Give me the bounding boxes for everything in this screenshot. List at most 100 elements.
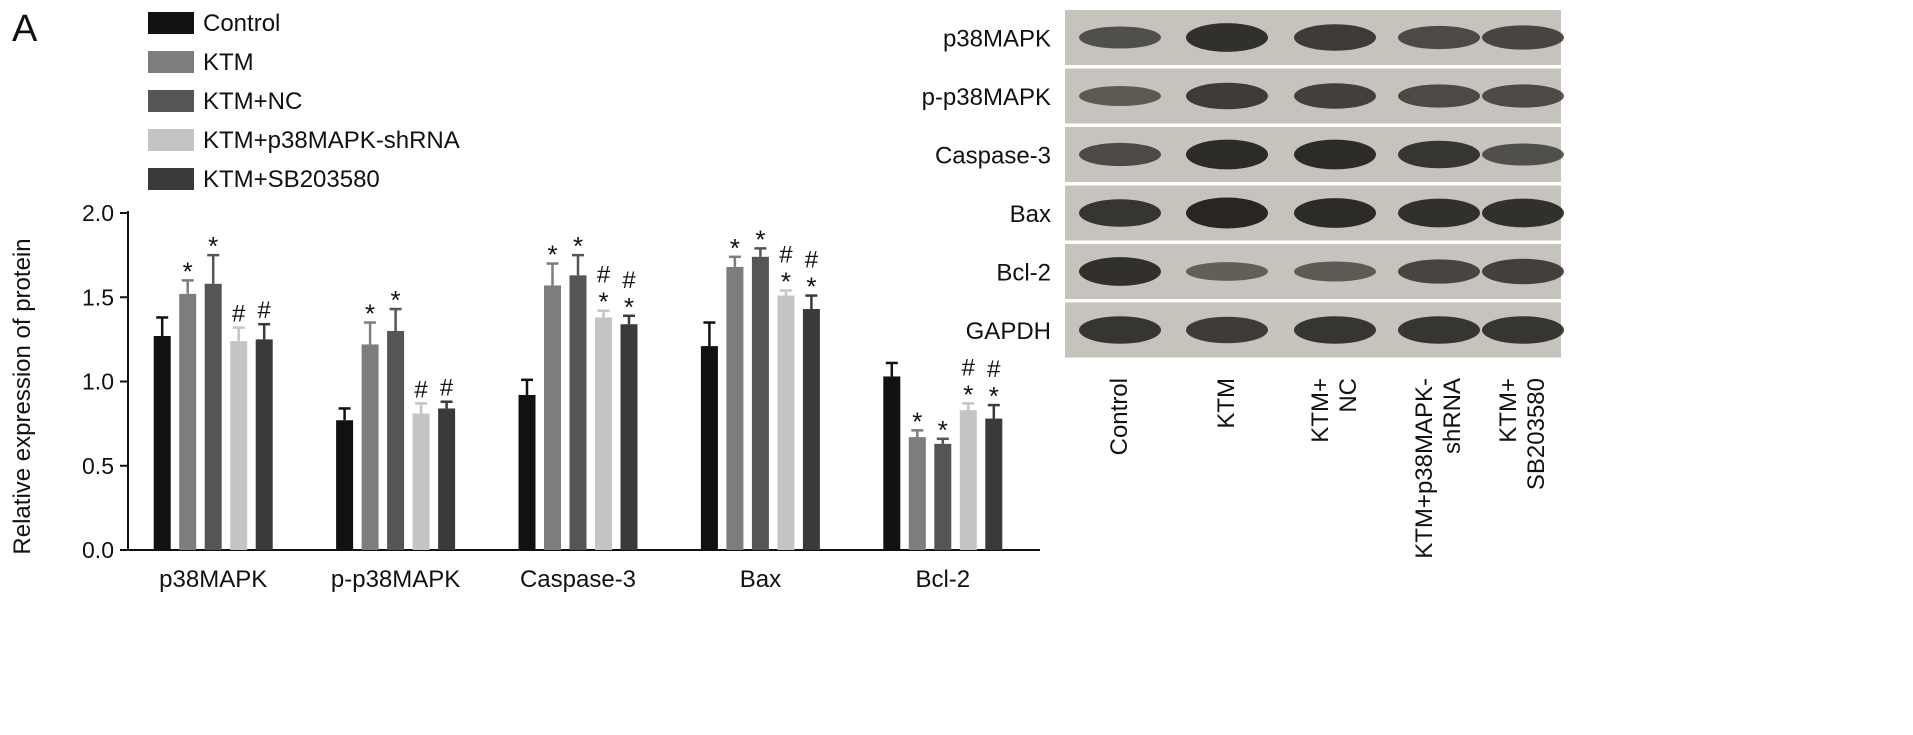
blot-band-p38mapk-lane-2 (1186, 23, 1268, 52)
panel-a-label: A (12, 8, 38, 50)
significance-star: * (938, 415, 948, 445)
bar-caspase-3-ktm-sb203580 (620, 324, 638, 550)
lane-label-line: KTM+p38MAPK- (1411, 378, 1438, 559)
bar-bax-ktm-sb203580 (802, 309, 820, 550)
legend-swatch-ktm-p38mapk-shrna (148, 129, 194, 151)
significance-star: * (391, 285, 401, 315)
bar-p38mapk-ktm-nc (204, 283, 222, 550)
blot-strips (1065, 10, 1564, 358)
significance-star: * (208, 231, 218, 261)
lane-label-line: KTM+ (1495, 378, 1522, 443)
significance-hash: # (987, 356, 1001, 383)
significance-star: * (781, 267, 791, 297)
significance-star: * (598, 287, 608, 317)
blot-band-gapdh-lane-2 (1186, 316, 1268, 344)
blot-band-caspase-3-lane-4 (1398, 140, 1480, 169)
bar-bcl-2-control (883, 376, 901, 550)
blot-label-caspase-3: Caspase-3 (935, 143, 1051, 170)
bar-caspase-3-control (518, 394, 536, 550)
bar-p-p38mapk-ktm-sb203580 (438, 408, 456, 550)
bar-bax-ktm-nc (751, 256, 769, 550)
legend-swatch-control (148, 12, 194, 34)
blot-band-p-p38mapk-lane-2 (1186, 82, 1268, 110)
y-tick-label: 2.0 (82, 200, 114, 226)
significance-star: * (547, 240, 557, 270)
significance-star: * (624, 292, 634, 322)
lane-label-2: KTM (1213, 378, 1240, 429)
bar-p38mapk-control (153, 336, 171, 550)
blot-band-gapdh-lane-5 (1482, 316, 1564, 344)
lane-label-1: Control (1106, 378, 1133, 455)
significance-star: * (573, 231, 583, 261)
blot-band-caspase-3-lane-5 (1482, 143, 1564, 166)
western-blot-panel: p38MAPK p-p38MAPK Caspase-3 Bax Bcl-2 GAPDH C… (922, 10, 1564, 559)
blot-band-p-p38mapk-lane-3 (1294, 83, 1376, 109)
significance-hash: # (805, 247, 819, 274)
lane-label-line: KTM+ (1307, 378, 1334, 443)
blot-band-gapdh-lane-1 (1079, 316, 1161, 344)
bar-p-p38mapk-control (336, 420, 354, 550)
blot-band-gapdh-lane-4 (1398, 316, 1480, 344)
blot-label-p-p38mapk: p-p38MAPK (922, 84, 1051, 111)
legend-swatch-ktm-nc (148, 90, 194, 112)
blot-label-bax: Bax (1010, 201, 1051, 228)
blot-band-caspase-3-lane-1 (1079, 142, 1161, 167)
bar-p-p38mapk-ktm (361, 344, 379, 550)
significance-star: * (989, 381, 999, 411)
bar-bcl-2-ktm-sb203580 (985, 418, 1003, 550)
blot-label-p38mapk: p38MAPK (943, 26, 1051, 53)
bar-p38mapk-ktm-sb203580 (255, 339, 273, 550)
lane-label-line: KTM (1213, 378, 1240, 429)
legend-swatch-ktm (148, 51, 194, 73)
blot-band-bcl-2-lane-5 (1482, 258, 1564, 285)
bar-bax-ktm-p38mapk-shrna (777, 295, 795, 550)
significance-hash: # (779, 242, 793, 269)
x-tick-label-p38mapk: p38MAPK (159, 566, 267, 593)
chart-bars (153, 247, 1003, 550)
blot-band-bax-lane-5 (1482, 198, 1564, 228)
legend-swatch-ktm-sb203580 (148, 168, 194, 190)
x-tick-label-caspase-3: Caspase-3 (520, 566, 636, 593)
lane-label-3: KTM+ NC (1307, 378, 1362, 443)
bar-p38mapk-ktm-p38mapk-shrna (230, 341, 248, 550)
blot-band-gapdh-lane-3 (1294, 316, 1376, 344)
blot-band-p-p38mapk-lane-5 (1482, 84, 1564, 108)
x-tick-label-bax: Bax (740, 566, 781, 593)
blot-band-p38mapk-lane-1 (1079, 26, 1161, 49)
bar-p38mapk-ktm (179, 293, 197, 550)
legend-label-ktm-p38mapk-shrna: KTM+p38MAPK-shRNA (203, 127, 460, 154)
bar-p-p38mapk-ktm-p38mapk-shrna (412, 413, 430, 550)
legend-label-ktm-sb203580: KTM+SB203580 (203, 166, 380, 193)
y-tick-label: 1.0 (82, 369, 114, 395)
lane-label-line: SB203580 (1523, 378, 1550, 490)
significance-hash: # (258, 297, 272, 324)
significance-hash: # (597, 262, 611, 289)
bar-chart: Control KTM KTM+NC KTM+p38MAPK-shRNA KTM+SB2… (9, 10, 1040, 593)
lane-label-5: KTM+ SB203580 (1495, 378, 1550, 490)
significance-hash: # (414, 376, 428, 403)
legend-label-control: Control (203, 10, 280, 37)
significance-hash: # (622, 267, 636, 294)
significance-star: * (806, 272, 816, 302)
bar-caspase-3-ktm-p38mapk-shrna (595, 317, 612, 550)
significance-hash: # (962, 354, 976, 381)
bar-bcl-2-ktm-nc (934, 443, 952, 550)
x-tick-label-p-p38mapk: p-p38MAPK (331, 566, 460, 593)
lane-label-line: NC (1335, 378, 1362, 413)
bar-caspase-3-ktm-nc (569, 275, 587, 550)
significance-star: * (963, 379, 973, 409)
bar-p-p38mapk-ktm-nc (387, 330, 405, 550)
blot-band-bcl-2-lane-1 (1079, 257, 1161, 286)
bar-bax-control (700, 346, 718, 550)
significance-star: * (730, 233, 740, 263)
chart-legend: Control KTM KTM+NC KTM+p38MAPK-shRNA KTM+SB2… (148, 10, 460, 193)
significance-hash: # (440, 375, 454, 402)
chart-axes: 0.0 0.5 1.0 1.5 2.0 Relative expression of pr… (9, 200, 1040, 593)
bar-bax-ktm (726, 266, 744, 550)
y-tick-label: 0.5 (82, 453, 114, 479)
y-tick-label: 1.5 (82, 284, 114, 310)
x-tick-label-bcl-2: Bcl-2 (915, 566, 970, 593)
blot-band-bcl-2-lane-3 (1294, 261, 1376, 282)
significance-star: * (912, 406, 922, 436)
blot-band-caspase-3-lane-2 (1186, 139, 1268, 170)
